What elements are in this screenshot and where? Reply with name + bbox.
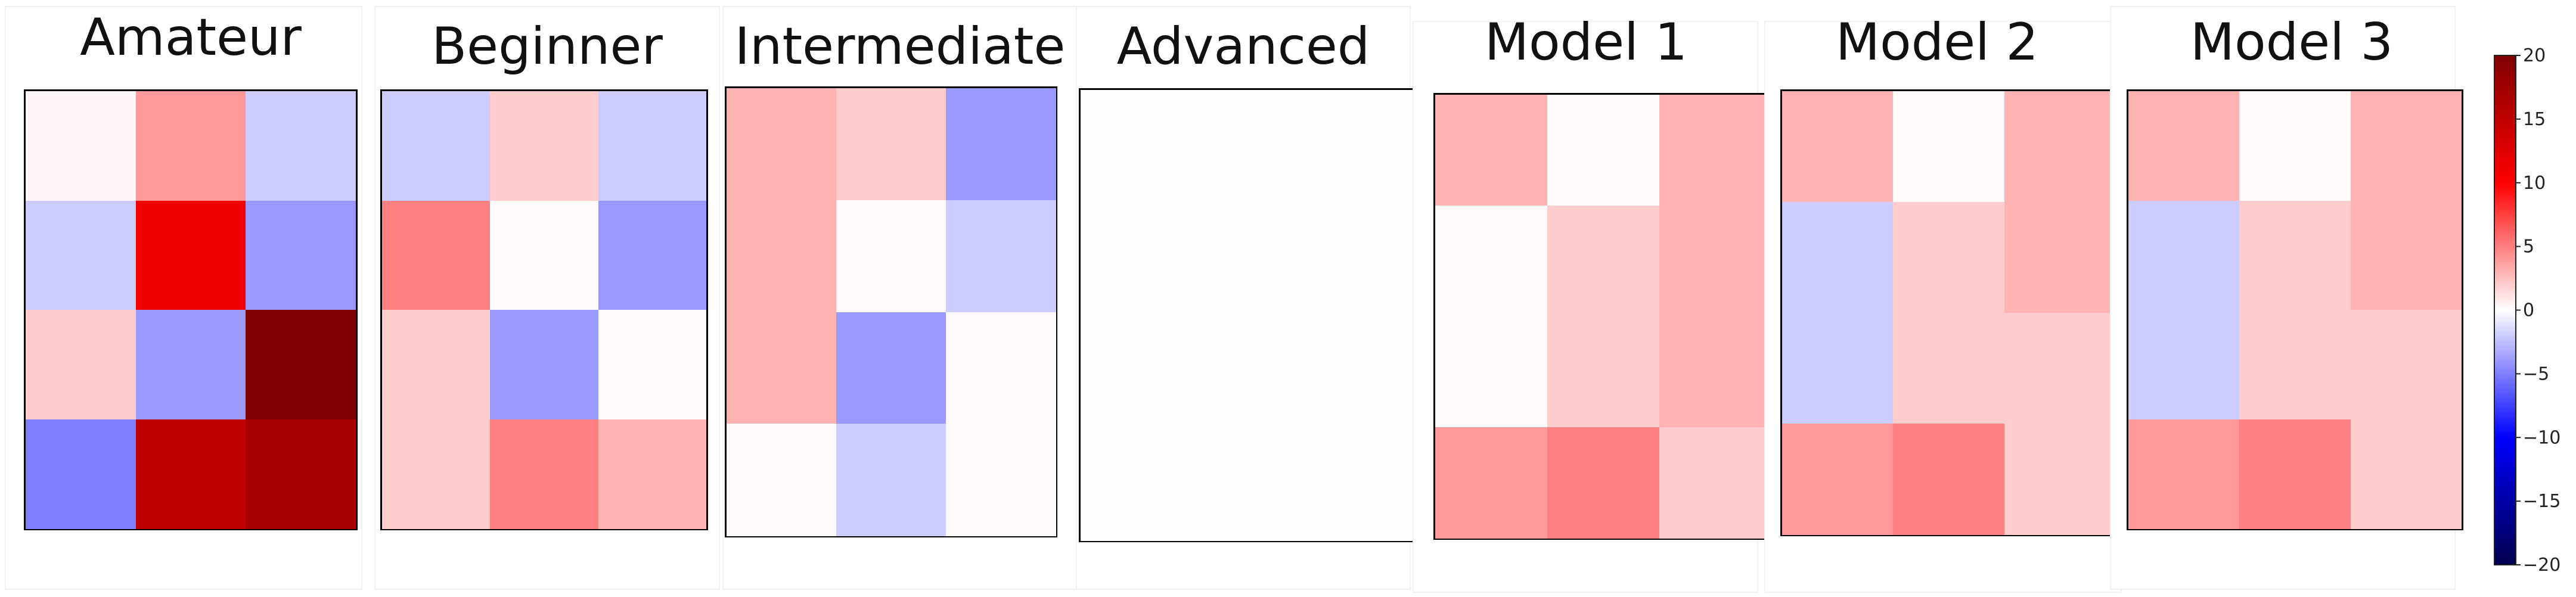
heatmap-cell — [1893, 313, 2005, 424]
heatmap-cell — [246, 310, 356, 419]
heatmap-cell — [246, 419, 356, 529]
colorbar-tick-label: 0 — [2523, 300, 2534, 321]
heatmap-cell — [2004, 91, 2116, 203]
heatmap-cell — [2350, 419, 2462, 529]
panel-title: Intermediate — [734, 17, 1066, 76]
heatmap-panel — [24, 89, 358, 530]
heatmap-cell — [135, 91, 246, 201]
heatmap-cell — [2350, 310, 2462, 419]
heatmap-cell — [836, 312, 946, 424]
heatmap-cell — [1893, 424, 2005, 535]
panel-title: Beginner — [432, 17, 663, 76]
heatmap-cell — [1547, 95, 1660, 206]
colorbar-tick-label: 15 — [2523, 109, 2546, 130]
heatmap-cell — [1435, 206, 1548, 317]
heatmap-cell — [836, 424, 946, 536]
heatmap-cell — [2004, 202, 2116, 313]
panel-title: Amateur — [80, 8, 302, 67]
panel-title: Model 2 — [1835, 13, 2039, 72]
heatmap-cell — [1547, 316, 1660, 428]
colorbar-tick-label: 10 — [2523, 173, 2546, 194]
heatmap-cell — [1435, 95, 1548, 206]
heatmap-panel — [1079, 88, 1422, 542]
heatmap-cell — [598, 91, 707, 201]
heatmap-panel — [1433, 93, 1773, 540]
heatmap-cell — [2004, 424, 2116, 535]
panel-title: Model 3 — [2190, 13, 2394, 72]
heatmap-cell — [382, 91, 491, 201]
heatmap-cell — [26, 200, 136, 310]
heatmap-cell — [598, 419, 707, 529]
panel-title: Model 1 — [1484, 13, 1688, 72]
heatmap-cell — [135, 419, 246, 529]
heatmap-cell — [836, 88, 946, 201]
heatmap-cell — [946, 200, 1056, 312]
heatmap-cell — [490, 91, 599, 201]
heatmap-cell — [2128, 310, 2240, 419]
heatmap-cell — [382, 200, 491, 310]
heatmap-cell — [1081, 90, 1420, 541]
heatmap-cell — [1659, 316, 1772, 428]
colorbar-tick-label: 20 — [2523, 45, 2546, 66]
heatmap-cell — [836, 200, 946, 312]
heatmap-panel — [380, 89, 708, 530]
heatmap-cell — [946, 312, 1056, 424]
heatmap-cell — [2239, 200, 2351, 310]
heatmap-cell — [26, 419, 136, 529]
heatmap-cell — [946, 424, 1056, 536]
heatmap-cell — [26, 91, 136, 201]
heatmap-cell — [946, 88, 1056, 201]
heatmap-cell — [1659, 206, 1772, 317]
heatmap-cell — [1782, 424, 1894, 535]
colorbar-tick-label: −5 — [2523, 363, 2549, 384]
heatmap-cell — [2239, 91, 2351, 201]
heatmap-cell — [382, 419, 491, 529]
heatmap-panel — [1780, 89, 2117, 536]
heatmap-cell — [490, 419, 599, 529]
colorbar-tick-label: −15 — [2523, 491, 2561, 512]
heatmap-cell — [2004, 313, 2116, 424]
heatmap-panel — [2127, 89, 2463, 530]
heatmap-cell — [2239, 419, 2351, 529]
heatmap-cell — [2350, 200, 2462, 310]
heatmap-cell — [1435, 427, 1548, 539]
heatmap-cell — [727, 312, 837, 424]
heatmap-cell — [1547, 206, 1660, 317]
heatmap-cell — [246, 91, 356, 201]
heatmap-cell — [135, 310, 246, 419]
heatmap-cell — [26, 310, 136, 419]
heatmap-cell — [2128, 419, 2240, 529]
heatmap-cell — [1547, 427, 1660, 539]
heatmap-cell — [1435, 316, 1548, 428]
colorbar-tick-label: −10 — [2523, 427, 2561, 448]
heatmap-cell — [382, 310, 491, 419]
colorbar-tick-label: −20 — [2523, 555, 2561, 576]
heatmap-cell — [1659, 95, 1772, 206]
heatmap-cell — [598, 310, 707, 419]
heatmap-cell — [1893, 91, 2005, 203]
heatmap-cell — [727, 200, 837, 312]
heatmap-cell — [2128, 200, 2240, 310]
heatmap-cell — [598, 200, 707, 310]
heatmap-cell — [490, 200, 599, 310]
heatmap-cell — [727, 424, 837, 536]
heatmap-cell — [1782, 202, 1894, 313]
heatmap-panel — [725, 86, 1057, 537]
heatmap-cell — [1782, 313, 1894, 424]
panel-title: Advanced — [1116, 17, 1370, 76]
heatmap-cell — [2350, 91, 2462, 201]
colorbar-tick-label: 5 — [2523, 237, 2534, 257]
heatmap-cell — [2239, 310, 2351, 419]
colorbar-gradient — [2494, 55, 2516, 565]
heatmap-cell — [1893, 202, 2005, 313]
heatmap-cell — [490, 310, 599, 419]
heatmap-cell — [246, 200, 356, 310]
heatmap-cell — [135, 200, 246, 310]
heatmap-cell — [727, 88, 837, 201]
heatmap-cell — [2128, 91, 2240, 201]
heatmap-cell — [1659, 427, 1772, 539]
heatmap-cell — [1782, 91, 1894, 203]
